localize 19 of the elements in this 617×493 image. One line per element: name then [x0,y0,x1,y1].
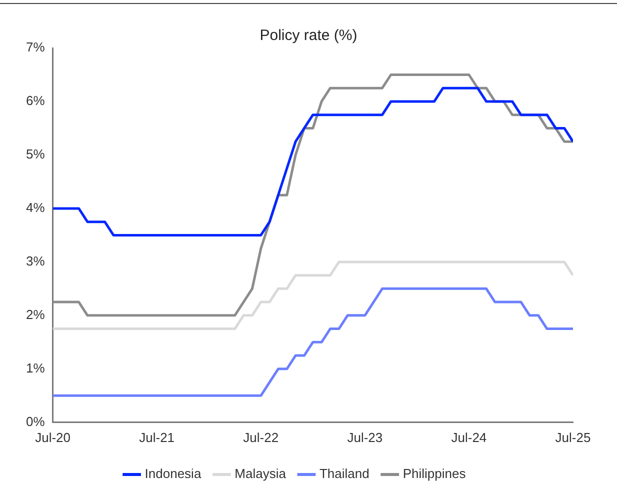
y-tick-label: 6% [26,93,46,108]
y-tick-label: 1% [26,360,46,376]
y-tick-label: 5% [26,146,46,162]
x-tick-label: Jul-23 [347,430,383,445]
y-tick-label: 4% [26,200,46,216]
y-tick-label: 3% [26,254,46,269]
x-tick-label: Jul-25 [555,430,591,445]
y-tick-label: 7% [26,40,46,55]
legend-label: Indonesia [144,466,202,482]
x-tick-label: Jul-24 [451,430,487,445]
x-tick-label: Jul-22 [243,430,279,445]
legend-label: Philippines [402,466,466,482]
x-tick-label: Jul-21 [139,430,175,445]
x-tick-label: Jul-20 [35,430,70,445]
legend-label: Thailand [319,466,370,482]
chart-title: Policy rate (%) [260,27,358,44]
y-tick-label: 0% [26,414,46,429]
legend-label: Malaysia [234,466,287,482]
y-tick-label: 2% [26,307,46,322]
